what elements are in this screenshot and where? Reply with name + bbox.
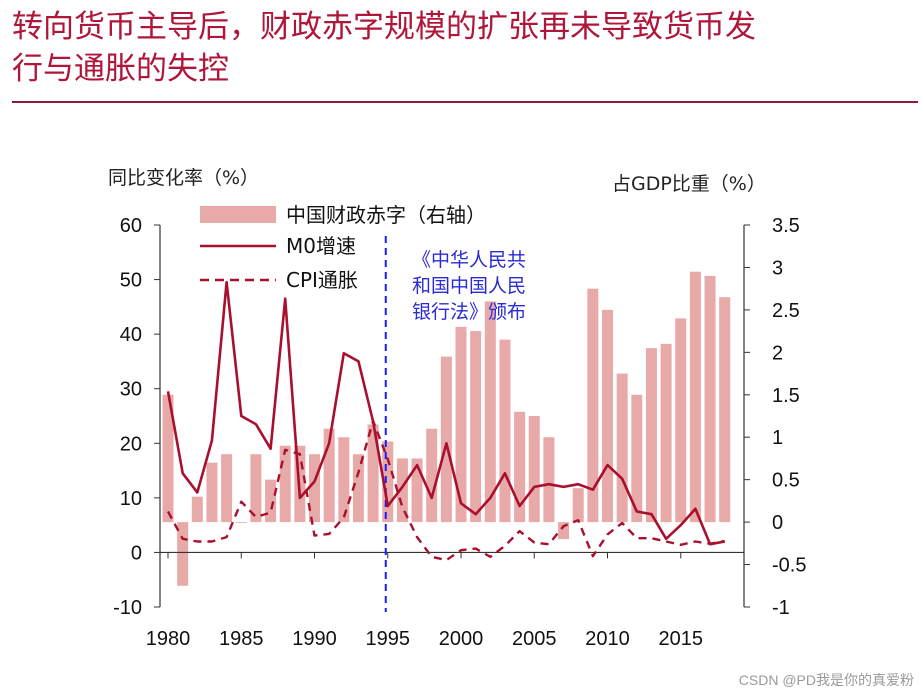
bar-2002 (484, 301, 496, 523)
bar-1995 (382, 441, 394, 523)
x-tick-label: 1985 (219, 628, 264, 650)
bar-series (162, 271, 731, 586)
bar-1990 (309, 454, 320, 523)
right-tick-label: 3 (772, 257, 783, 279)
annotation-line-3: 银行法》颁布 (412, 301, 526, 323)
bar-2000 (455, 326, 467, 523)
bar-2007 (558, 522, 570, 540)
bar-1994 (367, 424, 379, 523)
x-tick-label: 1980 (146, 628, 191, 650)
bar-1981 (177, 522, 189, 586)
left-tick-label: -10 (113, 597, 142, 619)
right-tick-label: 1.5 (772, 385, 800, 407)
bar-2008 (572, 488, 584, 523)
right-tick-label: -0.5 (772, 555, 806, 577)
bar-2016 (689, 271, 701, 523)
legend-label-deficit: 中国财政赤字（右轴） (286, 203, 486, 227)
left-tick-label: 0 (131, 542, 142, 564)
title-line-2: 行与通胀的失控 (12, 51, 229, 87)
legend-label-cpi: CPI通胀 (286, 268, 358, 292)
right-axis-ticks: 3.5 3 2.5 2 1.5 1 0.5 0 -0.5 -1 (744, 215, 806, 619)
bar-2003 (499, 339, 511, 523)
bar-1993 (352, 454, 364, 523)
x-tick-label: 2010 (585, 628, 630, 650)
x-tick-label: 1990 (292, 628, 337, 650)
legend: 中国财政赤字（右轴） M0增速 CPI通胀 (200, 203, 486, 292)
right-tick-label: 3.5 (772, 215, 800, 237)
bar-1986 (250, 454, 262, 523)
bar-2014 (660, 343, 672, 523)
bar-2004 (514, 411, 526, 523)
x-axis-ticks: 1980 1985 1990 1995 2000 2005 2010 2015 (146, 552, 703, 650)
annotation-line-1: 《中华人民共 (412, 249, 526, 271)
bar-2006 (543, 437, 555, 523)
left-tick-label: 50 (120, 270, 142, 292)
annotation-line-2: 和国中国人民 (412, 275, 526, 297)
bar-1984 (221, 454, 233, 523)
cpi-line (166, 419, 725, 562)
bar-1988 (279, 445, 291, 523)
bar-2012 (631, 394, 643, 523)
bar-2011 (616, 373, 628, 523)
bar-2010 (602, 309, 613, 523)
legend-label-m0: M0增速 (286, 234, 356, 258)
m0-line (166, 281, 725, 546)
bar-1987 (265, 479, 277, 523)
bar-1983 (206, 462, 218, 523)
right-axis-label: 占GDP比重（%） (612, 173, 766, 195)
right-tick-label: -1 (772, 597, 790, 619)
right-tick-label: 2.5 (772, 300, 800, 322)
bar-1998 (426, 428, 438, 523)
x-tick-label: 2000 (439, 628, 484, 650)
title-divider (12, 101, 918, 103)
title-line-1: 转向货币主导后，财政赤字规模的扩张再未导致货币发 (12, 9, 756, 45)
x-tick-label: 2005 (512, 628, 557, 650)
right-tick-label: 2 (772, 342, 783, 364)
left-axis-label: 同比变化率（%） (108, 167, 259, 189)
left-tick-label: 30 (120, 379, 142, 401)
x-tick-label: 2015 (659, 628, 704, 650)
bar-2015 (675, 318, 687, 523)
bar-2013 (645, 348, 657, 523)
watermark: CSDN @PD我是你的真爱粉 (738, 672, 914, 688)
bar-1991 (323, 428, 335, 523)
left-tick-label: 20 (120, 433, 142, 455)
right-tick-label: 0 (772, 512, 783, 534)
bar-2018 (719, 297, 731, 523)
x-tick-label: 1995 (366, 628, 411, 650)
bar-1985 (235, 522, 247, 523)
bar-2009 (587, 288, 599, 523)
left-tick-label: 60 (120, 215, 142, 237)
left-tick-label: 40 (120, 324, 142, 346)
left-tick-label: 10 (120, 488, 142, 510)
bar-1982 (191, 496, 203, 523)
page-title: 转向货币主导后，财政赤字规模的扩张再未导致货币发 行与通胀的失控 (12, 6, 912, 90)
bar-1992 (338, 437, 350, 523)
annotation: 《中华人民共 和国中国人民 银行法》颁布 (412, 249, 526, 323)
bar-1980 (162, 394, 174, 523)
bar-1997 (411, 458, 423, 523)
bar-2017 (704, 275, 716, 523)
bar-2005 (528, 416, 540, 523)
left-axis-ticks: 60 50 40 30 20 10 0 -10 (113, 215, 160, 619)
legend-swatch-deficit (200, 206, 276, 223)
bar-1999 (440, 356, 452, 523)
right-tick-label: 1 (772, 427, 783, 449)
bar-2001 (470, 331, 482, 523)
right-tick-label: 0.5 (772, 470, 800, 492)
bar-1996 (396, 458, 408, 523)
